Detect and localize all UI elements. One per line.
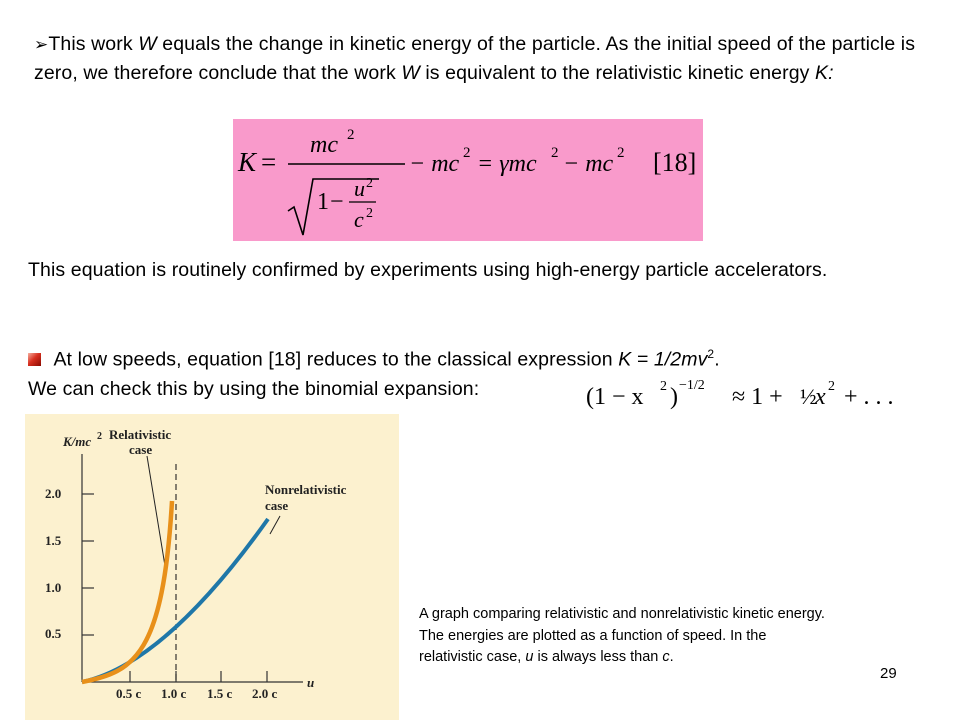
graph-caption: A graph comparing relativistic and nonre… [419,604,829,669]
nonrelativistic-label-2: case [265,498,288,513]
relativistic-label-1: Relativistic [109,427,171,442]
intro-var-k: K: [815,62,834,84]
binom-approx: ≈ 1 + [732,384,783,410]
relativistic-pointer [146,455,167,573]
nonrelativistic-curve [81,517,270,684]
binom-open: (1 − x [586,384,644,410]
binomial-expansion: (1 − x 2 ) −1/2 ≈ 1 + ½ x 2 + . . . [582,374,932,414]
binomial-intro: We can check this by using the binomial … [28,377,480,400]
y-tick-2.0: 2.0 [45,486,61,501]
x-tick-0.5c: 0.5 c [116,686,142,701]
binom-plus-dots: + . . . [844,384,894,410]
page-number: 29 [880,665,897,682]
y-axis-label-exp: 2 [97,431,102,442]
y-tick-1.5: 1.5 [45,533,62,548]
confirmation-paragraph: This equation is routinely confirmed by … [28,259,828,281]
classical-expression: K = 1/2mv [618,348,708,371]
binom-exp: −1/2 [679,378,705,393]
eq-rad-minus: − [330,189,344,215]
relativistic-label-2: case [129,442,152,457]
eq-equals: = [261,147,276,177]
eq-u: u [354,176,365,201]
x-tick-1.5c: 1.5 c [207,686,233,701]
binom-half: ½ [800,384,817,409]
low-speed-text-2: . [714,348,720,371]
intro-text-1: This work [48,33,139,55]
eq-gamma-term: = γmc [477,151,537,177]
classical-expression-exp: 2 [707,347,715,361]
intro-paragraph: ➢This work W equals the change in kineti… [34,30,939,87]
equation-box: K = mc 2 1 − u 2 c 2 − mc 2 = γmc 2 − mc… [233,119,703,241]
eq-u-exp: 2 [366,176,373,191]
low-speed-paragraph: At low speeds, equation [18] reduces to … [28,340,938,404]
nonrelativistic-pointer [269,515,281,535]
relativistic-curve [81,500,175,685]
y-axis-label: K/mc [62,434,91,449]
eq-c: c [354,207,364,232]
eq-gamma-exp: 2 [551,145,559,161]
intro-var-w-2: W [401,62,420,84]
eq-numerator: mc [310,132,338,158]
eq-tag: [18] [653,148,696,177]
eq-lhs-k: K [237,147,258,177]
y-tick-0.5: 0.5 [45,626,62,641]
eq-tail: − mc [563,151,614,177]
eq-after-frac: − mc [409,151,460,177]
x-axis-label: u [307,675,314,690]
eq-tail-exp: 2 [617,145,625,161]
x-tick-2.0c: 2.0 c [252,686,278,701]
square-bullet-icon [28,352,41,366]
caption-text-3: . [669,649,674,665]
arrow-bullet-icon: ➢ [34,35,49,55]
low-speed-text-1: At low speeds, equation [18] reduces to … [49,348,619,371]
caption-var-u: u [525,649,534,665]
y-tick-1.0: 1.0 [45,580,61,595]
caption-text-1: A graph comparing relativistic and nonre… [419,606,825,665]
caption-text-2: is always less than [533,649,663,665]
equation-18: K = mc 2 1 − u 2 c 2 − mc 2 = γmc 2 − mc… [237,127,696,236]
intro-var-w: W [138,33,157,55]
eq-rad-one: 1 [317,189,329,215]
eq-c-exp: 2 [366,206,373,221]
binom-close: ) [670,384,678,410]
binom-x-exp: 2 [660,379,667,394]
intro-text-2: equals the change in kinetic energy of t… [34,33,916,84]
kinetic-energy-graph: K/mc 2 u 2.0 1.5 1.0 0.5 0.5 c 1.0 c 1.5… [25,414,399,720]
eq-numerator-exp: 2 [347,127,355,143]
binom-x2: x [814,384,826,410]
caption-var-c: c [662,649,670,665]
binom-x2-exp: 2 [828,379,835,394]
nonrelativistic-label-1: Nonrelativistic [265,482,347,497]
x-tick-1.0c: 1.0 c [161,686,187,701]
intro-text-3: is equivalent to the relativistic kineti… [419,62,816,84]
eq-after-frac-exp: 2 [463,145,471,161]
sqrt-symbol-icon [287,178,379,236]
